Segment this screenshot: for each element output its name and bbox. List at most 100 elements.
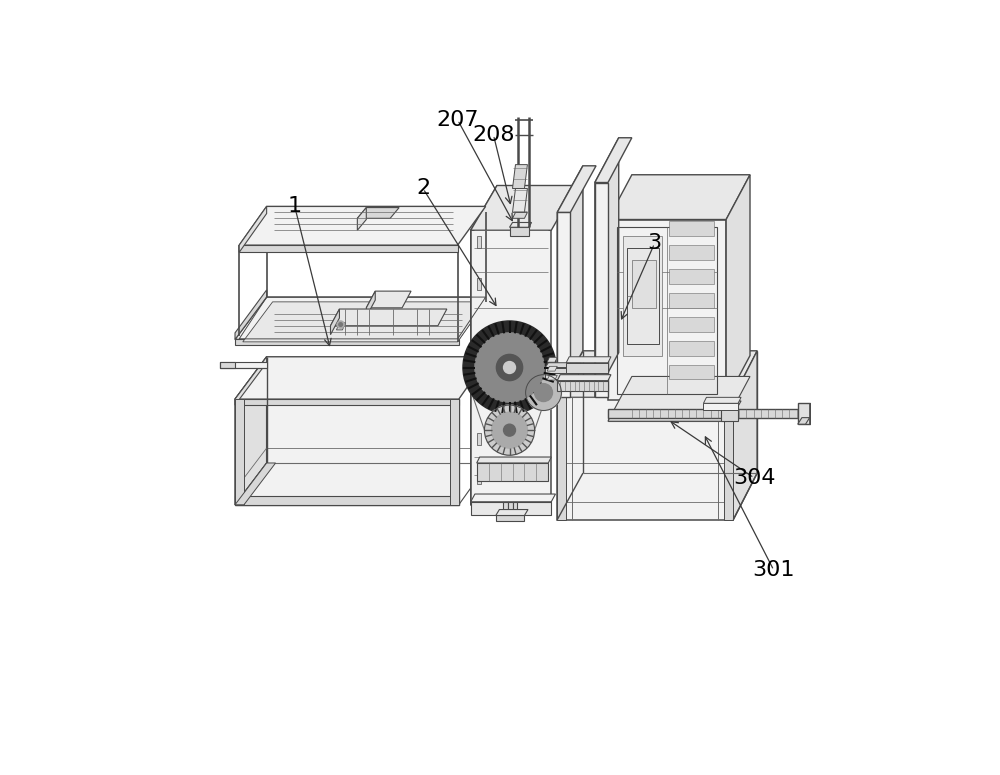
- Polygon shape: [798, 418, 810, 424]
- Circle shape: [504, 361, 515, 374]
- Circle shape: [339, 322, 342, 326]
- Polygon shape: [220, 361, 267, 367]
- Polygon shape: [357, 208, 366, 230]
- Polygon shape: [632, 260, 656, 308]
- Polygon shape: [566, 363, 608, 374]
- Polygon shape: [235, 356, 267, 505]
- Polygon shape: [330, 309, 339, 335]
- Polygon shape: [477, 433, 481, 445]
- Circle shape: [535, 384, 552, 401]
- Polygon shape: [477, 278, 481, 290]
- Polygon shape: [366, 291, 375, 317]
- Text: 304: 304: [733, 468, 775, 488]
- Polygon shape: [235, 399, 459, 405]
- Polygon shape: [471, 185, 577, 230]
- Circle shape: [496, 354, 523, 381]
- Polygon shape: [496, 509, 528, 515]
- Polygon shape: [366, 291, 411, 308]
- Polygon shape: [669, 269, 714, 284]
- Polygon shape: [724, 398, 733, 520]
- Polygon shape: [471, 494, 555, 501]
- Polygon shape: [798, 403, 810, 424]
- Polygon shape: [510, 227, 529, 236]
- Polygon shape: [477, 236, 481, 248]
- Polygon shape: [545, 363, 581, 367]
- Polygon shape: [239, 206, 486, 245]
- Polygon shape: [608, 174, 750, 219]
- Polygon shape: [450, 399, 459, 505]
- Polygon shape: [235, 399, 459, 505]
- Polygon shape: [726, 174, 750, 401]
- Polygon shape: [510, 222, 532, 227]
- Polygon shape: [471, 501, 551, 515]
- Polygon shape: [239, 245, 458, 253]
- Polygon shape: [512, 212, 527, 219]
- Polygon shape: [235, 496, 459, 505]
- Polygon shape: [330, 309, 447, 326]
- Text: 207: 207: [436, 110, 479, 130]
- Polygon shape: [512, 164, 527, 188]
- Polygon shape: [595, 138, 619, 398]
- Polygon shape: [471, 185, 497, 505]
- Polygon shape: [669, 341, 714, 356]
- Polygon shape: [721, 406, 738, 422]
- Polygon shape: [477, 463, 548, 480]
- Polygon shape: [243, 302, 486, 342]
- Polygon shape: [545, 374, 578, 380]
- Polygon shape: [608, 219, 726, 401]
- Polygon shape: [595, 183, 608, 398]
- Polygon shape: [496, 515, 524, 522]
- Polygon shape: [220, 361, 235, 367]
- Circle shape: [484, 405, 535, 455]
- Polygon shape: [235, 463, 276, 505]
- Polygon shape: [669, 245, 714, 260]
- Polygon shape: [557, 351, 757, 398]
- Circle shape: [463, 321, 556, 414]
- Polygon shape: [669, 222, 714, 236]
- Polygon shape: [733, 351, 757, 520]
- Polygon shape: [557, 398, 733, 520]
- Polygon shape: [235, 399, 244, 505]
- Polygon shape: [703, 398, 741, 403]
- Polygon shape: [557, 166, 583, 398]
- Polygon shape: [703, 403, 738, 411]
- Text: 301: 301: [753, 560, 795, 580]
- Polygon shape: [595, 138, 632, 183]
- Text: 3: 3: [647, 233, 662, 253]
- Polygon shape: [608, 411, 726, 422]
- Polygon shape: [557, 374, 611, 381]
- Circle shape: [475, 333, 544, 402]
- Polygon shape: [235, 290, 267, 339]
- Polygon shape: [235, 356, 267, 405]
- Polygon shape: [235, 356, 489, 399]
- Polygon shape: [557, 166, 596, 212]
- Polygon shape: [512, 188, 527, 212]
- Circle shape: [492, 412, 527, 448]
- Polygon shape: [239, 206, 267, 253]
- Text: 2: 2: [416, 178, 430, 198]
- Polygon shape: [608, 409, 802, 419]
- Polygon shape: [336, 322, 345, 330]
- Polygon shape: [547, 357, 557, 362]
- Polygon shape: [557, 398, 566, 520]
- Polygon shape: [669, 293, 714, 308]
- Polygon shape: [357, 208, 399, 219]
- Polygon shape: [512, 501, 517, 517]
- Polygon shape: [503, 501, 508, 517]
- Polygon shape: [608, 377, 750, 422]
- Polygon shape: [547, 367, 557, 371]
- Polygon shape: [557, 381, 608, 391]
- Polygon shape: [669, 364, 714, 380]
- Polygon shape: [721, 401, 741, 406]
- Polygon shape: [235, 297, 489, 339]
- Text: 1: 1: [288, 196, 302, 216]
- Polygon shape: [477, 472, 481, 484]
- Circle shape: [504, 424, 515, 436]
- Polygon shape: [477, 457, 551, 463]
- Polygon shape: [669, 317, 714, 332]
- Polygon shape: [623, 236, 662, 356]
- Polygon shape: [557, 212, 570, 398]
- Polygon shape: [508, 501, 512, 517]
- Circle shape: [337, 321, 344, 328]
- Text: 208: 208: [472, 125, 515, 145]
